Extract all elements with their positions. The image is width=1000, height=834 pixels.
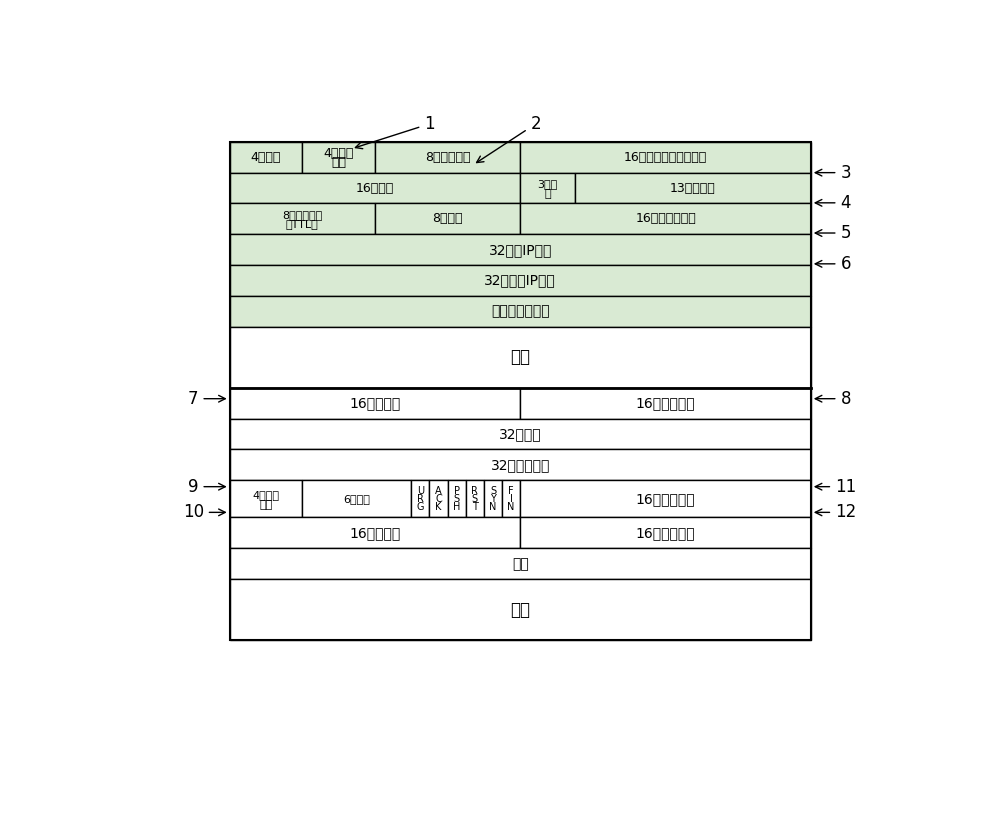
Text: N: N <box>489 502 497 512</box>
Text: R: R <box>417 494 424 504</box>
Text: 16位校验和: 16位校验和 <box>349 526 401 540</box>
Text: 32位源IP地址: 32位源IP地址 <box>489 243 552 257</box>
Bar <box>520 480 811 518</box>
Text: 16位标识: 16位标识 <box>356 182 394 194</box>
Text: 9: 9 <box>188 478 225 495</box>
Bar <box>520 203 811 234</box>
Bar <box>230 419 811 450</box>
Text: 32位目的IP地址: 32位目的IP地址 <box>484 274 556 288</box>
Text: 10: 10 <box>183 504 225 521</box>
Text: 16位总长度（字节数）: 16位总长度（字节数） <box>624 151 707 163</box>
Text: 8位协议: 8位协议 <box>432 213 463 225</box>
Text: 12: 12 <box>815 504 856 521</box>
Text: S: S <box>454 494 460 504</box>
Bar <box>230 388 520 419</box>
Text: 5: 5 <box>815 224 851 242</box>
Bar <box>520 142 811 173</box>
Bar <box>520 173 575 203</box>
Text: 选项（如果有）: 选项（如果有） <box>491 304 550 319</box>
Text: 16位窗口大小: 16位窗口大小 <box>636 492 695 506</box>
Text: N: N <box>507 502 515 512</box>
Bar <box>230 203 375 234</box>
Bar <box>230 327 811 388</box>
Text: C: C <box>435 494 442 504</box>
Bar <box>448 480 466 518</box>
Bar <box>230 265 811 296</box>
Bar <box>230 579 811 641</box>
Text: 16位源端口: 16位源端口 <box>349 396 401 410</box>
Text: 选项: 选项 <box>512 557 529 570</box>
Text: 16位目的端口: 16位目的端口 <box>636 396 695 410</box>
Bar <box>429 480 448 518</box>
Text: 8位生存时间: 8位生存时间 <box>282 210 322 220</box>
Text: 1: 1 <box>355 115 435 148</box>
Bar <box>502 480 520 518</box>
Bar <box>230 296 811 327</box>
Text: 13位片偏移: 13位片偏移 <box>670 182 716 194</box>
Text: 16位首部校验和: 16位首部校验和 <box>635 213 696 225</box>
Text: 3: 3 <box>815 163 851 182</box>
Text: T: T <box>472 502 478 512</box>
Text: 6位保留: 6位保留 <box>343 494 370 504</box>
Text: I: I <box>510 494 513 504</box>
Bar <box>484 480 502 518</box>
Text: S: S <box>490 486 496 496</box>
Text: 长度: 长度 <box>331 156 346 169</box>
Bar <box>575 173 811 203</box>
Bar <box>302 142 375 173</box>
Bar <box>520 518 811 548</box>
Text: R: R <box>471 486 478 496</box>
Text: 志: 志 <box>544 188 551 198</box>
Text: 4位首部: 4位首部 <box>252 490 279 500</box>
Text: 11: 11 <box>815 478 856 495</box>
Bar <box>302 480 411 518</box>
Text: U: U <box>417 486 424 496</box>
Bar <box>230 142 811 641</box>
Bar <box>375 142 520 173</box>
Text: S: S <box>472 494 478 504</box>
Text: 数据: 数据 <box>510 600 530 619</box>
Bar <box>411 480 429 518</box>
Bar <box>230 142 302 173</box>
Text: Y: Y <box>490 494 496 504</box>
Text: 32位序号: 32位序号 <box>499 427 542 441</box>
Text: 数据: 数据 <box>510 349 530 366</box>
Bar <box>466 480 484 518</box>
Text: 16位紧急指针: 16位紧急指针 <box>636 526 695 540</box>
Text: A: A <box>435 486 442 496</box>
Text: K: K <box>435 502 442 512</box>
Bar <box>230 480 302 518</box>
Text: F: F <box>508 486 514 496</box>
Text: 2: 2 <box>477 115 541 163</box>
Text: 4位版本: 4位版本 <box>251 151 281 163</box>
Bar <box>230 234 811 265</box>
Text: 8位服务类型: 8位服务类型 <box>425 151 470 163</box>
Text: 4: 4 <box>815 193 851 212</box>
Text: 32位确认序号: 32位确认序号 <box>491 458 550 472</box>
Text: P: P <box>454 486 460 496</box>
Bar <box>230 173 520 203</box>
Text: 8: 8 <box>815 389 851 408</box>
Bar <box>375 203 520 234</box>
Bar <box>230 518 520 548</box>
Text: 4位首部: 4位首部 <box>323 147 354 160</box>
Text: H: H <box>453 502 460 512</box>
Bar <box>520 388 811 419</box>
Text: 6: 6 <box>815 255 851 273</box>
Text: （TTL）: （TTL） <box>286 219 319 229</box>
Text: G: G <box>417 502 424 512</box>
Text: 长度: 长度 <box>259 500 273 510</box>
Bar <box>230 450 811 480</box>
Bar <box>230 548 811 579</box>
Text: 3位标: 3位标 <box>537 179 558 189</box>
Text: 7: 7 <box>188 389 225 408</box>
